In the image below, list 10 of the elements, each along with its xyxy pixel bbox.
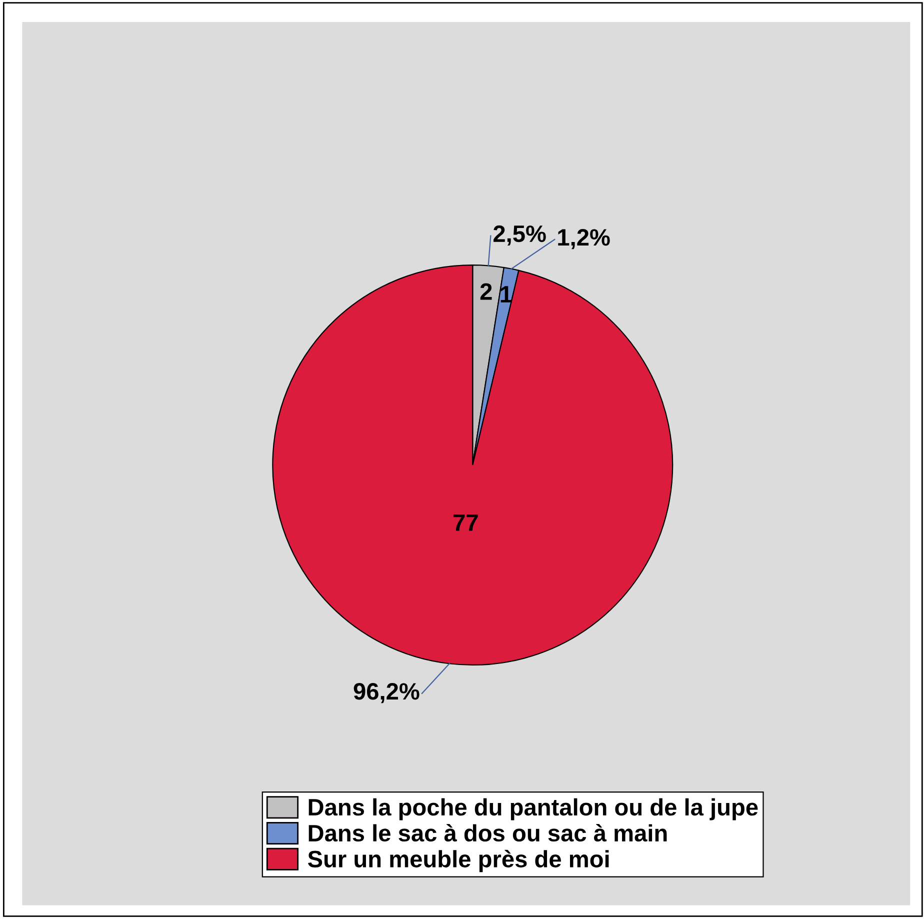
data-label: 2,5%: [494, 225, 546, 246]
data-label: 96,2%: [354, 683, 420, 704]
text: 77: [454, 514, 478, 531]
data-label: 1,2%: [558, 229, 610, 250]
legend-label: Dans la poche du pantalon ou de la jupe: [308, 798, 758, 820]
legend-label: Dans le sac à dos ou sac à main: [308, 824, 667, 842]
text: 2: [480, 283, 492, 300]
text: 1: [500, 286, 512, 302]
pie-slice: [272, 264, 674, 666]
legend-label: Sur un meuble près de moi: [308, 850, 609, 872]
